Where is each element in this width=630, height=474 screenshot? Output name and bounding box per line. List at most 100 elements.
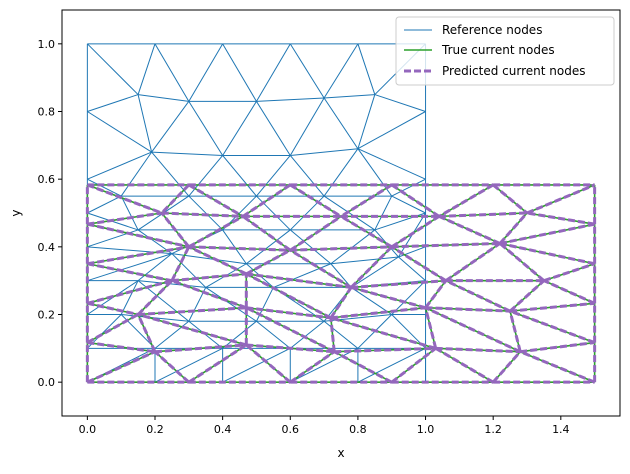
reference-mesh-edge: [357, 111, 426, 150]
reference-mesh-edge: [391, 195, 426, 214]
reference-mesh-edge: [256, 43, 291, 102]
reference-mesh-edge: [87, 178, 122, 197]
reference-mesh-edge: [289, 43, 325, 99]
reference-mesh-edge: [323, 97, 359, 149]
predicted-mesh-edge: [137, 313, 247, 347]
predicted-mesh-edge: [188, 245, 247, 276]
predicted-mesh-edge: [86, 183, 163, 215]
predicted-mesh-edge: [289, 215, 342, 252]
reference-mesh-edge: [154, 347, 223, 383]
predicted-mesh-edge: [188, 343, 248, 384]
reference-mesh-edge: [222, 320, 257, 349]
reference-mesh-edge: [391, 280, 426, 315]
mesh-layer: [85, 43, 597, 384]
reference-mesh-edge: [120, 151, 153, 197]
reference-mesh-edge: [154, 43, 190, 102]
predicted-mesh-edge: [160, 212, 190, 248]
predicted-mesh-edge: [245, 306, 335, 354]
predicted-mesh-edge: [170, 246, 191, 282]
predicted-mesh-edge: [188, 245, 291, 252]
reference-mesh-edge: [87, 43, 139, 95]
predicted-mesh-edge: [245, 272, 332, 320]
predicted-mesh-edge: [492, 183, 528, 215]
predicted-mesh-edge: [171, 279, 247, 310]
predicted-mesh-edge: [289, 350, 336, 384]
reference-mesh-edge: [87, 195, 122, 214]
predicted-mesh-edge: [329, 317, 336, 352]
reference-mesh-edge: [289, 320, 325, 349]
predicted-mesh-edge: [160, 183, 190, 215]
x-tick-label: 0.4: [214, 423, 232, 436]
true-mesh-edge: [340, 215, 393, 248]
predicted-mesh-edge: [444, 242, 501, 282]
true-mesh-edge: [86, 313, 139, 344]
predicted-mesh-edge: [439, 211, 528, 218]
reference-mesh-edge: [171, 253, 207, 288]
predicted-mesh-edge: [499, 241, 595, 266]
predicted-mesh-edge: [161, 211, 243, 218]
reference-mesh-edge: [398, 246, 426, 258]
true-mesh-edge: [499, 242, 545, 282]
predicted-mesh-edge: [390, 347, 437, 384]
reference-mesh-edge: [188, 43, 224, 102]
x-axis-label: x: [337, 446, 344, 460]
predicted-mesh-edge: [136, 313, 157, 353]
predicted-mesh-edge: [87, 301, 139, 316]
true-mesh-edge: [340, 184, 393, 218]
predicted-mesh-edge: [424, 307, 438, 349]
predicted-mesh-edge: [526, 183, 596, 215]
predicted-mesh-edge: [543, 279, 596, 305]
predicted-mesh-edge: [333, 350, 393, 384]
true-mesh-edge: [350, 246, 393, 288]
predicted-mesh-edge: [171, 272, 247, 283]
reference-mesh-edge: [222, 347, 291, 383]
predicted-mesh-edge: [87, 341, 156, 354]
reference-mesh-edge: [350, 256, 399, 288]
reference-mesh-edge: [137, 94, 153, 153]
legend-label-true: True current nodes: [441, 43, 555, 57]
reference-mesh-edge: [205, 287, 257, 322]
reference-mesh-edge: [188, 155, 224, 197]
predicted-mesh-edge: [438, 183, 494, 218]
predicted-mesh-edge: [246, 343, 335, 354]
predicted-mesh-edge: [391, 241, 500, 249]
reference-mesh-edge: [357, 148, 426, 180]
reference-mesh-edge: [222, 101, 257, 156]
reference-mesh-edge: [256, 155, 291, 197]
predicted-mesh-edge: [87, 222, 190, 249]
true-mesh-edge: [245, 344, 291, 383]
reference-mesh-edge: [324, 94, 375, 99]
y-tick-label: 0.4: [38, 241, 56, 254]
predicted-mesh-edge: [188, 215, 244, 249]
y-tick-label: 0.0: [38, 376, 56, 389]
predicted-mesh-edge: [137, 306, 247, 316]
x-tick-label: 0.2: [146, 423, 164, 436]
true-mesh-edge: [289, 184, 342, 218]
predicted-mesh-edge: [330, 316, 437, 350]
predicted-mesh-edge: [509, 309, 596, 344]
x-tick-label: 0.0: [79, 423, 97, 436]
reference-mesh-edge: [289, 155, 325, 197]
predicted-mesh-edge: [543, 262, 596, 283]
reference-mesh-edge: [120, 195, 139, 231]
plot-frame: [61, 9, 621, 417]
predicted-mesh-edge: [154, 343, 247, 354]
predicted-mesh-edge: [350, 285, 426, 310]
predicted-mesh-edge: [508, 310, 522, 353]
predicted-mesh-edge: [153, 350, 190, 384]
predicted-mesh-edge: [492, 350, 522, 384]
reference-mesh-edge: [138, 280, 206, 288]
reference-mesh-edge: [120, 280, 139, 315]
reference-mesh-edge: [357, 94, 376, 149]
predicted-mesh-edge: [520, 341, 595, 354]
reference-mesh-edge: [87, 253, 173, 282]
series-reference: [86, 43, 427, 383]
predicted-mesh-edge: [289, 248, 352, 289]
legend: Reference nodes True current nodes Predi…: [395, 16, 615, 86]
reference-mesh-edge: [222, 229, 247, 265]
reference-mesh-edge: [151, 151, 190, 197]
predicted-mesh-edge: [290, 245, 392, 252]
x-tick-label: 1.2: [484, 423, 502, 436]
predicted-mesh-edge: [498, 212, 529, 245]
